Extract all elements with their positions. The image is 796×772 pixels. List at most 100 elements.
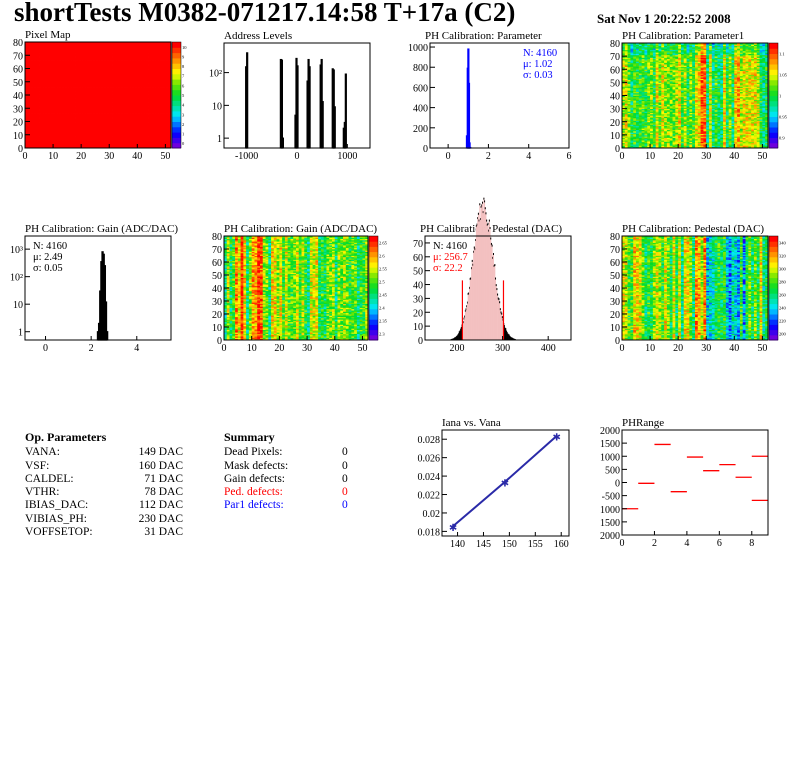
heatmap-cell [64,84,68,87]
y-tick-label: 50 [13,78,23,89]
heatmap-cell [53,132,57,134]
x-tick-label: 4 [526,151,531,162]
heatmap-cell [58,116,62,118]
heatmap-cell [41,52,46,55]
heatmap-cell [39,121,43,124]
heatmap-cell [67,136,71,138]
heatmap-cell [44,102,48,105]
heatmap-cell [64,88,68,91]
heatmap-cell [39,97,43,100]
heatmap-cell [25,129,29,132]
heatmap-cell [50,68,54,71]
heatmap-cell [41,53,46,56]
heatmap-cell [50,118,54,121]
heatmap-cell [50,72,54,75]
heatmap-cell [64,80,68,83]
heatmap-cell [36,60,40,63]
heatmap-cell [53,75,57,77]
heatmap-cell [69,97,74,100]
heatmap-cell [36,81,40,84]
heatmap-cell [50,128,54,130]
heatmap-cell [53,137,57,140]
heatmap-cell [67,83,71,85]
heatmap-cell [41,109,46,112]
heatmap-cell [27,117,32,120]
heatmap-cell [33,100,37,103]
heatmap-cell [55,133,60,136]
heatmap-cell [25,42,29,44]
histogram-bar [246,52,249,149]
heatmap-cell [39,116,43,118]
heatmap-cell [53,61,57,64]
heatmap-cell [67,132,71,134]
heatmap-cell [61,43,65,46]
heatmap-cell [69,138,74,141]
heatmap-cell [50,75,54,77]
heatmap-cell [39,132,43,134]
heatmap-cell [39,113,43,116]
palette-tick-label: 6 [182,83,185,88]
heatmap-cell [50,64,54,67]
heatmap-cell [36,56,40,59]
heatmap-cell [67,124,71,126]
heatmap-cell [47,118,51,121]
heatmap-cell [47,76,51,79]
heatmap-cell [39,141,43,144]
heatmap-cell [58,126,62,129]
heatmap-cell [69,75,74,77]
heatmap-cell [47,97,51,100]
heatmap-cell [44,84,48,87]
heatmap-cell [44,101,48,104]
heatmap-cell [53,117,57,120]
heatmap-cell [61,60,65,63]
heatmap-cell [69,121,74,124]
heatmap-cell [67,95,71,97]
heatmap-cell [64,106,68,109]
heatmap-cell [67,130,71,133]
heatmap-cell [67,61,71,64]
heatmap-cell [30,121,34,124]
canvas-date: Sat Nov 1 20:22:52 2008 [597,11,731,26]
heatmap-cell [61,133,65,136]
heatmap-cell [44,95,48,97]
heatmap-cell [44,105,48,108]
heatmap-cell [30,43,34,46]
heatmap-cell [25,97,29,100]
heatmap-cell [61,104,65,106]
heatmap-cell [55,105,60,108]
heatmap-cell [36,67,40,69]
heatmap-cell [44,72,48,75]
heatmap-cell [53,83,57,85]
heatmap-cell [33,71,37,73]
heatmap-cell [30,118,34,121]
heatmap-cell [58,98,62,101]
heatmap-cell [69,106,74,109]
heatmap-cell [39,83,43,85]
heatmap-cell [30,91,34,93]
heatmap-cell [30,71,34,73]
heatmap-cell [44,73,48,76]
x-tick-label: 0 [295,151,300,162]
heatmap-cell [39,117,43,120]
heatmap-cell [44,117,48,120]
stat-text: N: 4160 [523,48,557,59]
heatmap-cell [33,142,37,145]
heatmap-cell [55,68,60,71]
heatmap-cell [64,109,68,112]
heatmap-cell [25,81,29,84]
heatmap-cell [55,56,60,59]
heatmap-cell [41,97,46,100]
heatmap-cell [64,108,68,110]
palette-segment [172,68,181,75]
heatmap-cell [64,69,68,72]
heatmap-cell [33,79,37,81]
heatmap-cell [69,134,74,137]
heatmap-cell [41,141,46,144]
chart-title: Address Levels [224,30,292,42]
heatmap-cell [44,53,48,56]
heatmap-cell [50,112,54,114]
heatmap-cell [58,128,62,130]
heatmap-cell [64,132,68,134]
heatmap-cell [61,108,65,110]
heatmap-cell [67,63,71,65]
